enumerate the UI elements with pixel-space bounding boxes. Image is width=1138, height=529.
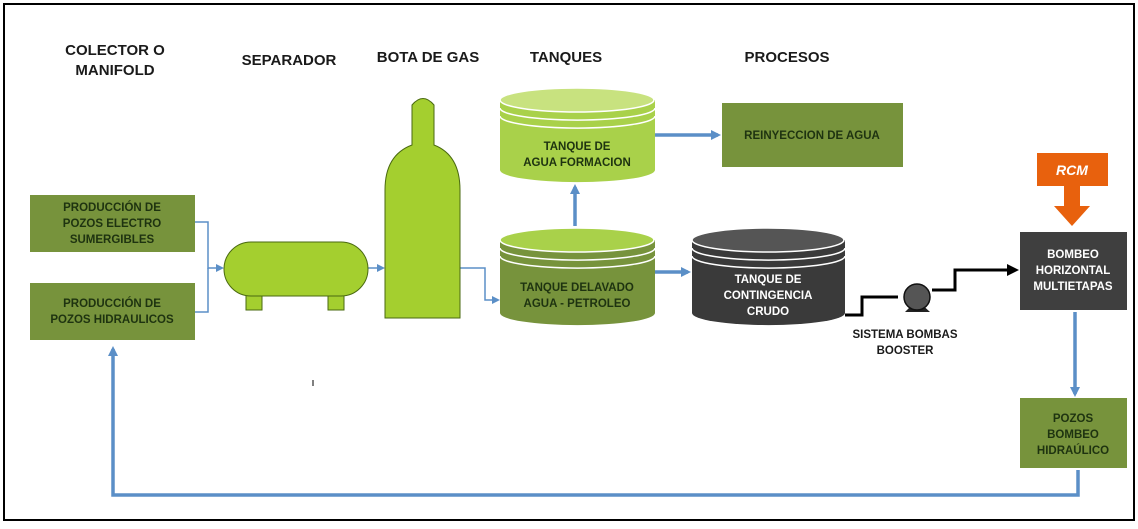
rcm-box xyxy=(1037,153,1108,186)
box xyxy=(722,103,903,167)
header: TANQUES xyxy=(530,49,602,66)
header: BOTA DE GAS xyxy=(377,49,480,66)
box-label: BOMBEO HORIZONTAL MULTIETAPAS xyxy=(1033,249,1113,293)
rcm-arrow xyxy=(1054,186,1090,226)
separator xyxy=(223,241,369,311)
box-label: PRODUCCIÓN DE POZOS ELECTRO SUMERGIBLES xyxy=(63,201,161,246)
header: COLECTOR O MANIFOLD xyxy=(65,42,165,79)
pump-label: SISTEMA BOMBAS BOOSTER xyxy=(853,329,958,357)
tank xyxy=(499,227,656,326)
box-label: POZOS BOMBEO HIDRAÚLICO xyxy=(1037,413,1109,457)
box xyxy=(30,195,195,252)
tank-label: TANQUE DE AGUA FORMACION xyxy=(523,141,631,169)
box-label: PRODUCCIÓN DE POZOS HIDRAULICOS xyxy=(50,297,174,326)
tank xyxy=(691,227,846,326)
header: PROCESOS xyxy=(744,49,829,66)
tank xyxy=(499,87,656,183)
gas-boot xyxy=(384,98,461,319)
box xyxy=(1020,398,1127,468)
pump xyxy=(903,283,931,312)
box-label: REINYECCION DE AGUA xyxy=(744,130,880,142)
box xyxy=(1020,232,1127,310)
tank-label: TANQUE DE CONTINGENCIA CRUDO xyxy=(724,274,813,318)
connectors xyxy=(108,130,1080,497)
tank-label: TANQUE DELAVADO AGUA - PETROLEO xyxy=(520,282,634,310)
rcm-label: RCM xyxy=(1056,162,1088,178)
header: SEPARADOR xyxy=(242,52,337,69)
box xyxy=(30,283,195,340)
